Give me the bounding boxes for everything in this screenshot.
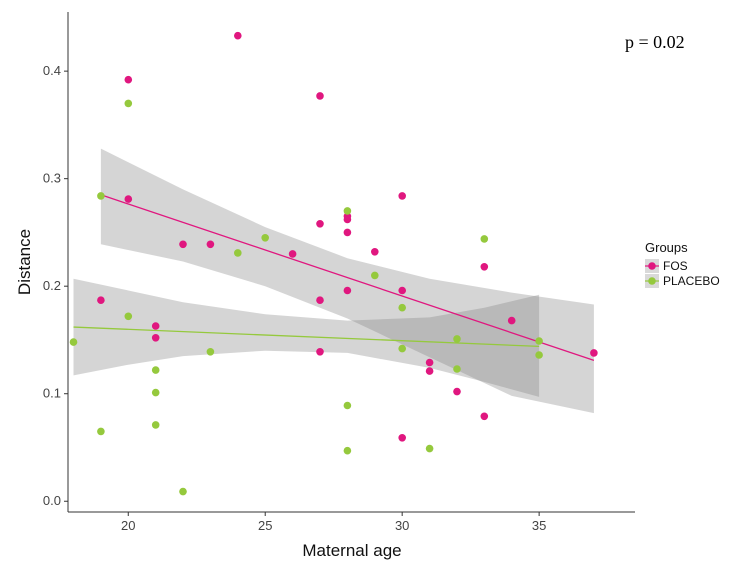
x-axis-title: Maternal age [302, 541, 401, 560]
x-tick-label: 35 [532, 518, 546, 533]
x-tick-label: 20 [121, 518, 135, 533]
point-fos [124, 75, 133, 84]
point-fos [507, 316, 516, 325]
legend-key-point [648, 277, 656, 285]
point-fos [179, 240, 187, 249]
legend-title: Groups [645, 240, 688, 255]
point-fos [425, 358, 434, 367]
point-fos [480, 263, 489, 271]
point-placebo [151, 366, 160, 374]
y-tick-label: 0.0 [43, 493, 61, 508]
point-fos [398, 434, 407, 442]
point-fos [398, 192, 407, 200]
data-points [69, 31, 598, 496]
point-fos [343, 228, 352, 237]
point-placebo [97, 192, 105, 200]
point-fos [151, 322, 160, 330]
point-fos [425, 367, 434, 375]
axes [67, 12, 635, 513]
regression-line-placebo [73, 326, 540, 348]
legend-label: PLACEBO [663, 274, 720, 288]
point-placebo [124, 312, 133, 321]
point-fos [234, 31, 242, 40]
y-tick-label: 0.1 [43, 386, 61, 401]
point-placebo [480, 235, 489, 243]
point-placebo [151, 421, 160, 429]
point-fos [453, 387, 461, 396]
confidence-bands [73, 148, 594, 414]
point-placebo [425, 444, 434, 453]
point-fos [206, 240, 215, 249]
point-placebo [398, 344, 407, 353]
regression-line-fos [100, 194, 595, 362]
confidence-band-fos [100, 148, 594, 414]
point-placebo [206, 348, 215, 356]
point-fos [316, 220, 324, 228]
legend-key-point [648, 262, 656, 270]
point-placebo [151, 388, 160, 397]
point-placebo [69, 338, 78, 346]
point-placebo [97, 427, 105, 436]
y-tick-label: 0.4 [43, 63, 61, 78]
point-placebo [179, 487, 187, 496]
point-placebo [398, 303, 407, 312]
confidence-band-placebo [73, 278, 540, 397]
point-fos [316, 296, 324, 305]
x-tick-label: 30 [395, 518, 409, 533]
point-fos [316, 92, 324, 100]
point-placebo [371, 271, 379, 280]
point-fos [343, 286, 352, 295]
y-axis-title: Distance [15, 229, 34, 295]
point-placebo [261, 234, 270, 242]
point-fos [590, 349, 598, 357]
x-ticks: 20 25 30 35 [121, 512, 546, 533]
point-placebo [234, 249, 242, 257]
legend-label: FOS [663, 259, 688, 273]
point-fos [343, 215, 352, 224]
point-placebo [535, 351, 543, 359]
point-placebo [453, 365, 461, 373]
point-fos [124, 195, 133, 203]
y-tick-label: 0.3 [43, 171, 61, 186]
y-ticks: 0.0 0.1 0.2 0.3 0.4 [43, 63, 68, 508]
point-fos [398, 286, 407, 295]
point-fos [151, 334, 160, 342]
point-placebo [453, 335, 461, 343]
point-fos [97, 296, 105, 305]
point-placebo [343, 401, 352, 410]
y-tick-label: 0.2 [43, 278, 61, 293]
point-fos [316, 348, 324, 356]
point-placebo [124, 99, 133, 108]
point-fos [480, 412, 489, 421]
point-placebo [343, 446, 352, 455]
point-placebo [343, 207, 352, 215]
x-tick-label: 25 [258, 518, 272, 533]
point-placebo [535, 337, 543, 345]
point-fos [371, 248, 379, 256]
point-fos [288, 250, 297, 258]
p-value-annotation: p = 0.02 [625, 32, 685, 52]
regression-lines [73, 194, 595, 362]
